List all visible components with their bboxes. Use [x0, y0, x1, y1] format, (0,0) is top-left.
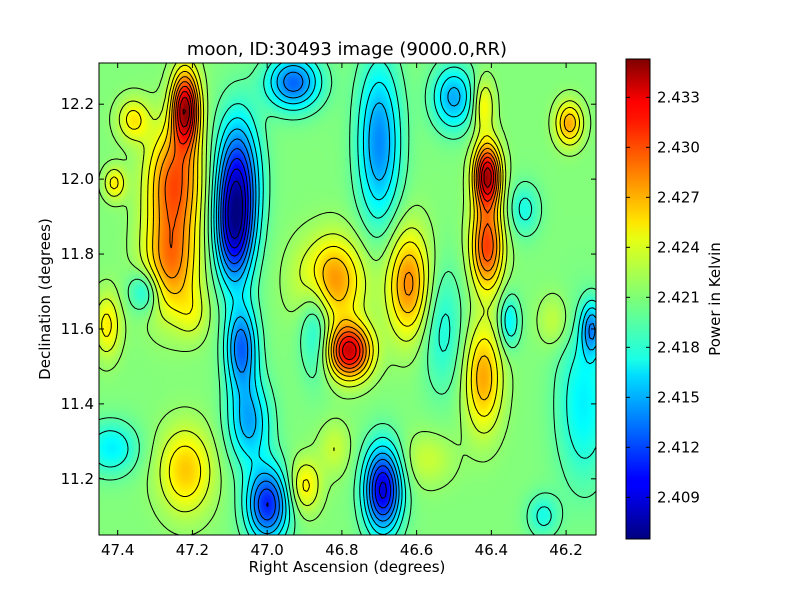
x-tick-label: 47.4 — [101, 541, 134, 559]
x-tick-label: 46.8 — [325, 541, 358, 559]
colorbar-tick-label: 2.424 — [657, 238, 700, 256]
colorbar-tick-label: 2.421 — [657, 288, 700, 306]
contour-line — [222, 157, 392, 509]
y-tick-label: 12.2 — [61, 95, 94, 113]
contour-lines — [99, 63, 596, 535]
x-tick-label: 47.2 — [176, 541, 209, 559]
x-tick-label: 46.2 — [549, 541, 582, 559]
contour-line — [182, 108, 187, 115]
contour-line — [152, 71, 576, 401]
contour-line — [164, 81, 498, 369]
contour-line — [220, 148, 395, 521]
contour-line — [101, 64, 580, 497]
colorbar-tick-label: 2.427 — [657, 188, 700, 206]
x-axis: 47.4 47.2 47.0 46.8 46.6 46.4 46.2 — [101, 63, 583, 559]
plot-frame — [98, 62, 597, 536]
contour-line — [99, 63, 596, 535]
contour-line — [175, 86, 496, 365]
colorbar-axis: 2.409 2.412 2.415 2.418 2.421 2.424 2.427 2.430… — [626, 88, 700, 506]
contour-line — [177, 91, 495, 361]
colorbar-tick-label: 2.430 — [657, 138, 700, 156]
colorbar-tick-label: 2.433 — [657, 88, 700, 106]
contour-line — [218, 71, 596, 528]
chart-title: moon, ID:30493 image (9000.0,RR) — [187, 39, 507, 60]
y-tick-label: 11.6 — [61, 320, 94, 338]
y-tick-label: 11.4 — [61, 395, 94, 413]
contour-line — [99, 63, 596, 535]
x-tick-label: 46.6 — [400, 541, 433, 559]
contour-line — [215, 65, 596, 535]
y-tick-label: 12.0 — [61, 170, 94, 188]
x-tick-label: 47.0 — [250, 541, 283, 559]
contour-line — [158, 76, 500, 373]
colorbar — [625, 58, 651, 540]
contour-line — [99, 63, 592, 535]
contour-line — [224, 168, 387, 499]
contour-line — [179, 97, 492, 188]
contour-line — [213, 63, 596, 535]
colorbar-tick-label: 2.412 — [657, 438, 700, 456]
y-axis: 11.2 11.4 11.6 11.8 12.0 12.2 — [61, 95, 596, 488]
contour-line — [227, 180, 244, 240]
x-axis-label: Right Ascension (degrees) — [249, 558, 446, 576]
y-axis-label: Declination (degrees) — [36, 218, 54, 380]
colorbar-tick-label: 2.409 — [657, 488, 700, 506]
colorbar-label: Power in Kelvin — [706, 242, 724, 356]
colorbar-tick-label: 2.415 — [657, 388, 700, 406]
x-tick-label: 46.4 — [475, 541, 508, 559]
colorbar-tick-label: 2.418 — [657, 338, 700, 356]
heatmap-image — [99, 63, 596, 535]
y-tick-label: 11.2 — [61, 470, 94, 488]
contour-line — [99, 63, 585, 513]
y-tick-label: 11.8 — [61, 245, 94, 263]
